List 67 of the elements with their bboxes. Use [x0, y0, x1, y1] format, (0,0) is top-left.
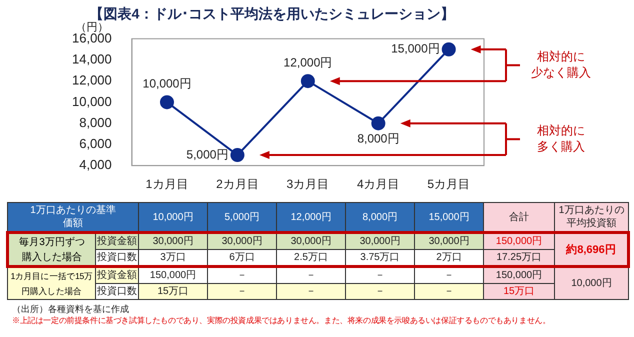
text: 3.75万口 — [360, 252, 400, 262]
text: － — [375, 286, 385, 296]
x-tick-label: 1カ月目 — [146, 177, 188, 192]
category-label: 1万口あたりの平均投資額 — [554, 202, 628, 232]
category-label: 合計 — [484, 202, 554, 232]
text: 150,000円 — [496, 236, 542, 246]
text: － — [444, 286, 454, 296]
point — [300, 74, 315, 88]
y-axis-title: （円） — [75, 21, 108, 34]
x-tick-label: 5カ月目 — [427, 177, 470, 192]
category-label: 10,000円 — [138, 202, 208, 232]
text: 30,000円 — [152, 236, 194, 246]
text: 2万口 — [436, 252, 462, 262]
chart-title: 【図表4：ドル･コスト平均法を用いたシミュレーション】 — [90, 5, 454, 22]
y-tick-label: 4,000 — [79, 157, 112, 172]
text: 6万口 — [229, 252, 255, 262]
x-tick-label: 3カ月目 — [286, 177, 330, 192]
point — [230, 148, 244, 162]
text: － — [306, 270, 316, 280]
text: － — [237, 270, 247, 280]
text: 相対的に多く購入 — [537, 123, 585, 154]
text: － — [237, 286, 247, 296]
text: 30,000円 — [360, 236, 400, 246]
category-label: 毎月3万円ずつ購入した場合 — [19, 236, 85, 262]
data-label: 15,000円 — [391, 42, 440, 56]
text: 30,000円 — [290, 236, 332, 246]
y-tick-label: 14,000 — [72, 52, 112, 67]
text: ※上記は一定の前提条件に基づき試算したものであり、実際の投資成果ではありません。また、将来の成果を示唆あるいは保証するものでもありません。 — [12, 315, 552, 327]
text: 投資口数 — [97, 252, 137, 262]
text: － — [444, 270, 454, 280]
text: 約8,696円 — [566, 244, 616, 256]
category-label: 1カ月目に一括で15万円購入した場合 — [10, 270, 92, 296]
y-tick-label: 6,000 — [79, 136, 112, 152]
category-label: 8,000円 — [346, 202, 414, 232]
data-label: 8,000円 — [357, 132, 400, 146]
text: 15万口 — [157, 286, 189, 296]
text: 17.25万口 — [496, 252, 542, 262]
data-label: 10,000円 — [142, 76, 192, 91]
text: － — [306, 286, 316, 296]
category-label: 12,000円 — [276, 202, 346, 232]
text: 3万口 — [160, 252, 186, 262]
text: 投資金額 — [97, 270, 137, 280]
text: 150,000円 — [496, 270, 542, 280]
point — [371, 116, 386, 130]
x-tick-label: 4カ月目 — [356, 177, 400, 192]
text: － — [375, 270, 385, 280]
text: 投資金額 — [97, 236, 137, 246]
category-label: 5,000円 — [208, 202, 276, 232]
y-tick-label: 10,000 — [72, 94, 112, 109]
text: （出所）各種資料を基に作成 — [12, 303, 130, 315]
y-tick-label: 12,000 — [72, 72, 112, 88]
point — [442, 42, 456, 56]
text: 2.5万口 — [294, 252, 328, 262]
text: 15万口 — [503, 286, 535, 296]
text: 150,000円 — [150, 270, 196, 280]
category-label: 1万口あたりの基準価額 — [8, 202, 138, 232]
category-label: 15,000円 — [414, 202, 484, 232]
x-tick-label: 2カ月目 — [216, 177, 259, 192]
text: 相対的に少なく購入 — [531, 50, 591, 80]
text: 30,000円 — [428, 236, 470, 246]
data-label: 5,000円 — [186, 147, 228, 162]
text: 投資口数 — [97, 286, 137, 296]
y-tick-label: 8,000 — [79, 114, 112, 130]
data-label: 12,000円 — [284, 55, 332, 70]
text: 30,000円 — [222, 236, 262, 246]
text: 10,000円 — [571, 278, 612, 288]
point — [160, 95, 174, 110]
